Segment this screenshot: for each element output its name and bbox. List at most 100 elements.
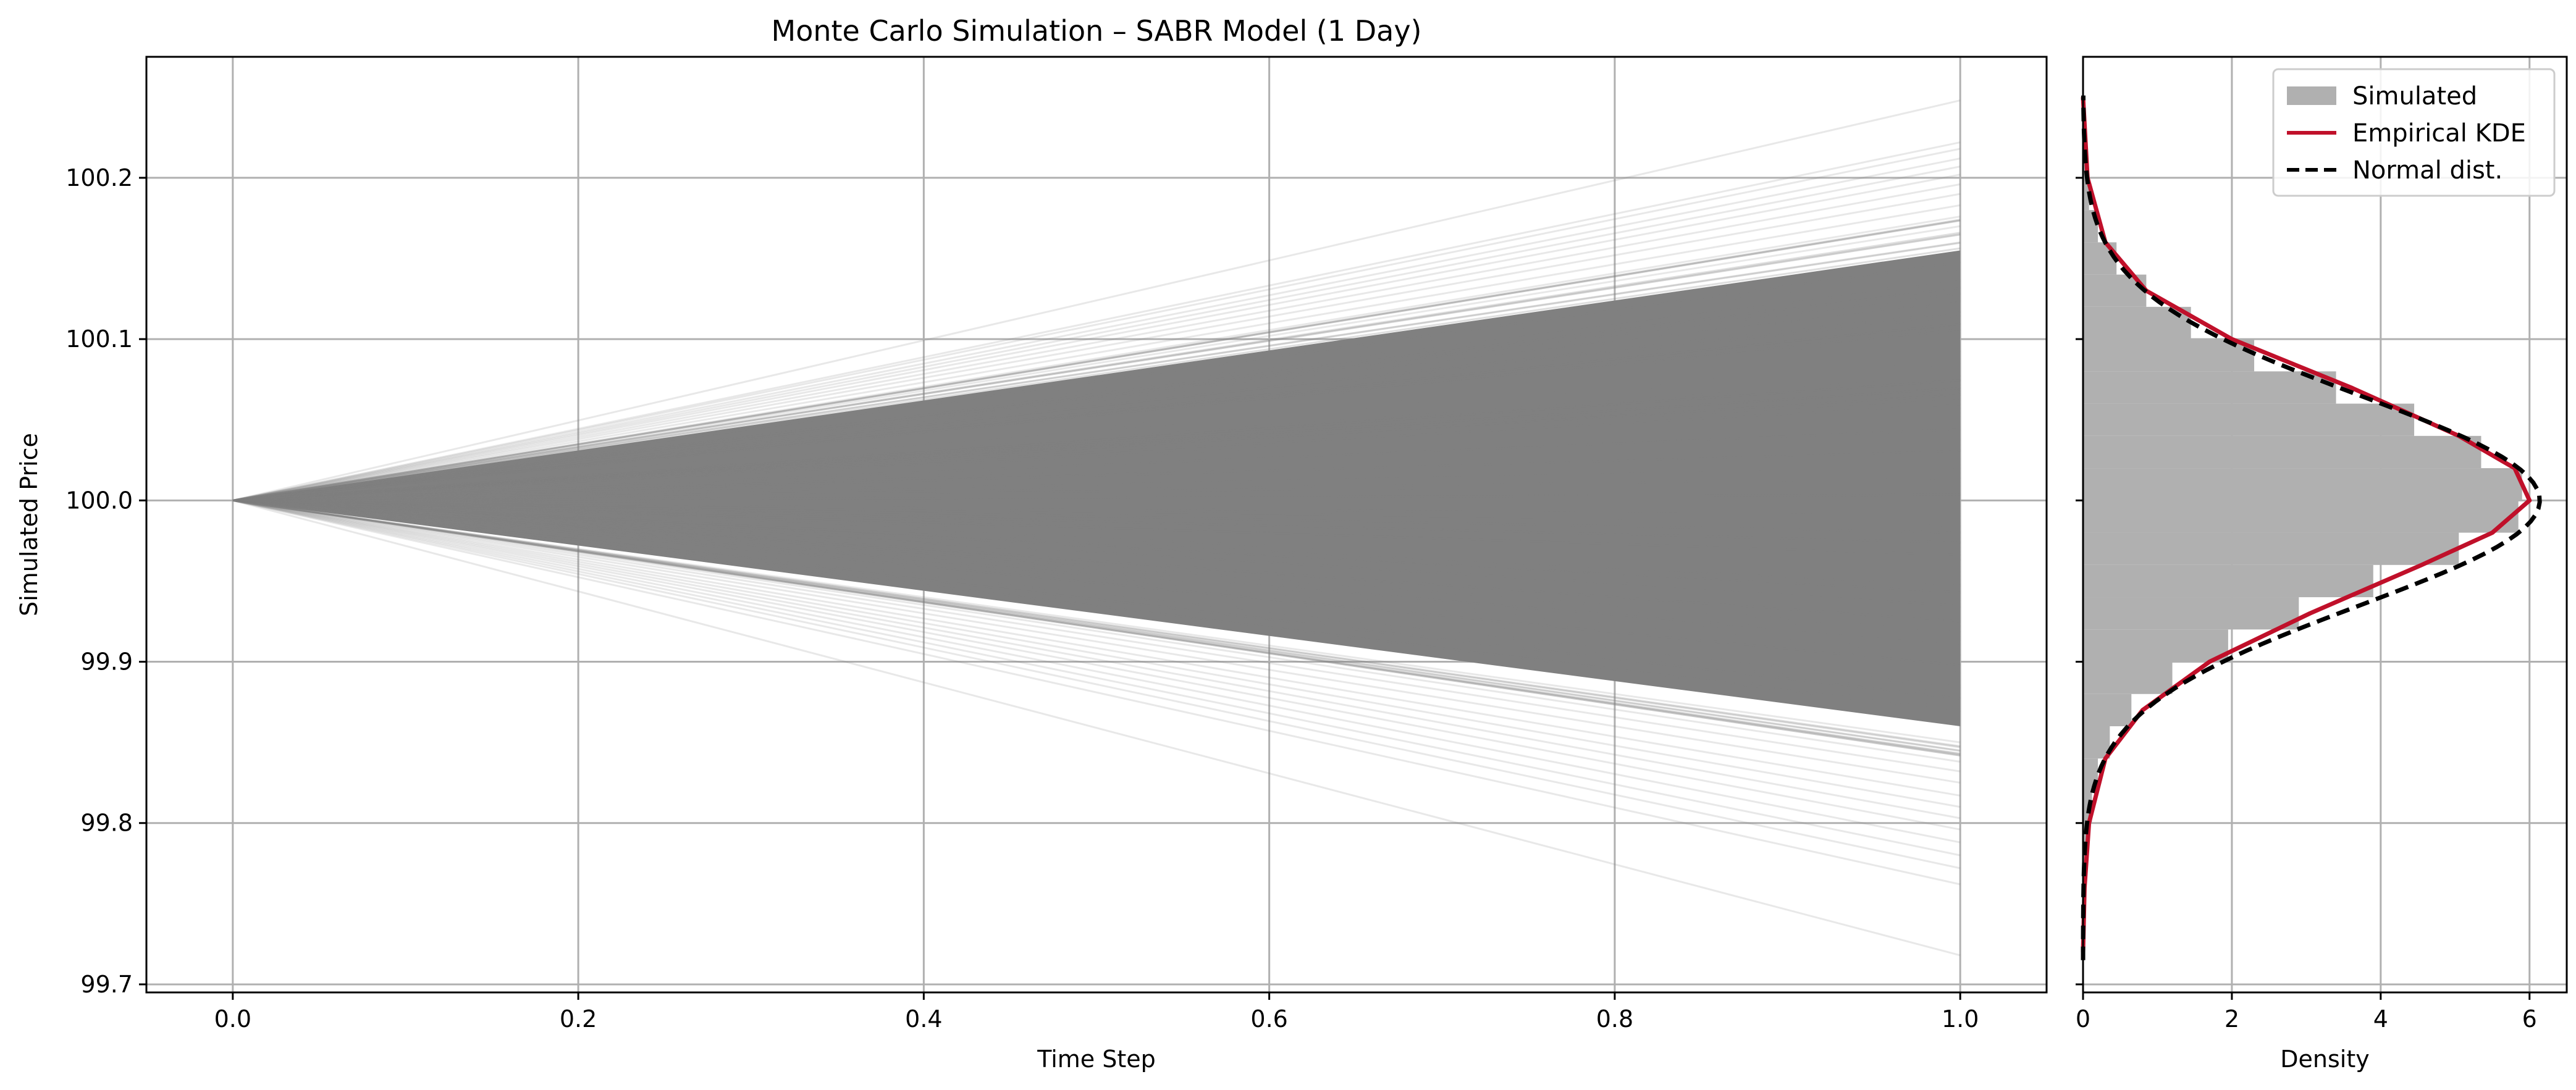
simulation-path [232, 219, 1961, 501]
simulation-path [232, 329, 1961, 501]
main-x-ticks: 0.0 0.2 0.4 0.6 0.8 1.0 [214, 992, 1979, 1033]
simulation-path [232, 426, 1961, 501]
simulation-path [232, 485, 1961, 501]
y-tick-label: 100.2 [65, 164, 133, 191]
simulation-path [232, 467, 1961, 501]
simulation-path [232, 499, 1961, 623]
simulation-path [232, 499, 1961, 748]
x-tick-label: 0.0 [214, 1005, 251, 1033]
simulation-path [232, 99, 1961, 501]
simulation-path [232, 328, 1961, 501]
simulation-path [232, 293, 1961, 501]
histogram-bar [2083, 435, 2481, 469]
simulation-path [232, 499, 1961, 645]
simulation-path [232, 491, 1961, 501]
simulation-path [232, 499, 1961, 574]
simulation-path [232, 374, 1961, 501]
simulation-path [232, 499, 1961, 624]
simulation-path [232, 499, 1961, 595]
simulation-path [232, 499, 1961, 642]
simulation-path [232, 225, 1961, 501]
simulation-path [232, 408, 1961, 501]
simulation-path [232, 472, 1961, 501]
simulation-path [232, 428, 1961, 501]
simulation-path [232, 285, 1961, 501]
histogram-bar [2083, 823, 2088, 855]
y-tick-label: 100.1 [65, 325, 133, 353]
simulation-path [232, 499, 1961, 592]
simulation-path [232, 499, 1961, 757]
simulation-path [232, 499, 1961, 820]
simulation-path [232, 444, 1961, 501]
x-tick-label: 0.8 [1596, 1005, 1633, 1033]
simulation-path [232, 499, 1961, 527]
simulation-path [232, 499, 1961, 666]
simulation-path [232, 311, 1961, 501]
simulation-path [232, 458, 1961, 501]
simulation-path [232, 499, 1961, 755]
simulation-path [232, 438, 1961, 501]
simulation-path [232, 499, 1961, 602]
simulation-paths [232, 99, 1961, 957]
simulation-path [232, 411, 1961, 501]
main-x-axis-label: Time Step [1037, 1046, 1156, 1073]
legend-label-empirical-kde: Empirical KDE [2352, 119, 2526, 148]
simulation-path [232, 379, 1961, 501]
simulation-path [232, 393, 1961, 501]
simulation-path [232, 499, 1961, 674]
simulation-path [232, 499, 1961, 581]
simulation-path [232, 499, 1961, 534]
simulation-path [232, 499, 1961, 713]
simulation-path [232, 466, 1961, 501]
simulation-path [232, 499, 1961, 534]
legend-label-normal-dist: Normal dist. [2352, 156, 2502, 185]
histogram-bar [2083, 564, 2373, 598]
simulation-path [232, 499, 1961, 577]
simulation-path [232, 141, 1961, 501]
simulation-path [232, 499, 1961, 543]
simulation-path [232, 499, 1961, 752]
simulation-path [232, 499, 1961, 647]
simulation-path [232, 499, 1961, 689]
simulation-path [232, 392, 1961, 501]
y-tick-label: 99.9 [80, 648, 133, 676]
simulation-path [232, 323, 1961, 501]
simulation-path [232, 499, 1961, 553]
y-tick-label: 99.8 [80, 810, 133, 837]
simulation-path [232, 403, 1961, 501]
simulation-path [232, 499, 1961, 870]
simulation-path [232, 499, 1961, 784]
simulation-path [232, 499, 1961, 651]
legend-swatch-simulated [2287, 86, 2336, 105]
legend: Simulated Empirical KDE Normal dist. [2272, 68, 2556, 197]
simulation-path [232, 499, 1961, 539]
simulation-path [232, 278, 1961, 501]
simulation-path [232, 439, 1961, 501]
simulation-path [232, 315, 1961, 501]
simulation-path [232, 397, 1961, 501]
simulation-path [232, 481, 1961, 501]
simulation-path [232, 450, 1961, 501]
histogram-bar [2083, 371, 2336, 404]
simulation-path [232, 301, 1961, 501]
y-tick-label: 99.7 [80, 971, 133, 998]
simulation-path [232, 499, 1961, 638]
simulation-path [232, 358, 1961, 501]
simulation-path [232, 329, 1961, 501]
simulation-path [232, 499, 1961, 593]
simulation-path [232, 399, 1961, 501]
simulation-path-band [232, 250, 1961, 727]
simulation-path [232, 499, 1961, 528]
simulation-path [232, 291, 1961, 501]
x-tick-label: 0.4 [905, 1005, 942, 1033]
simulation-path [232, 499, 1961, 700]
simulation-path [232, 393, 1961, 501]
histogram-bar [2083, 468, 2522, 501]
simulation-path [232, 499, 1961, 533]
histogram-bar [2083, 532, 2459, 565]
simulation-path [232, 166, 1961, 501]
simulation-path [232, 499, 1961, 634]
simulation-path [232, 183, 1961, 501]
simulation-path [232, 499, 1961, 568]
simulation-path [232, 387, 1961, 501]
